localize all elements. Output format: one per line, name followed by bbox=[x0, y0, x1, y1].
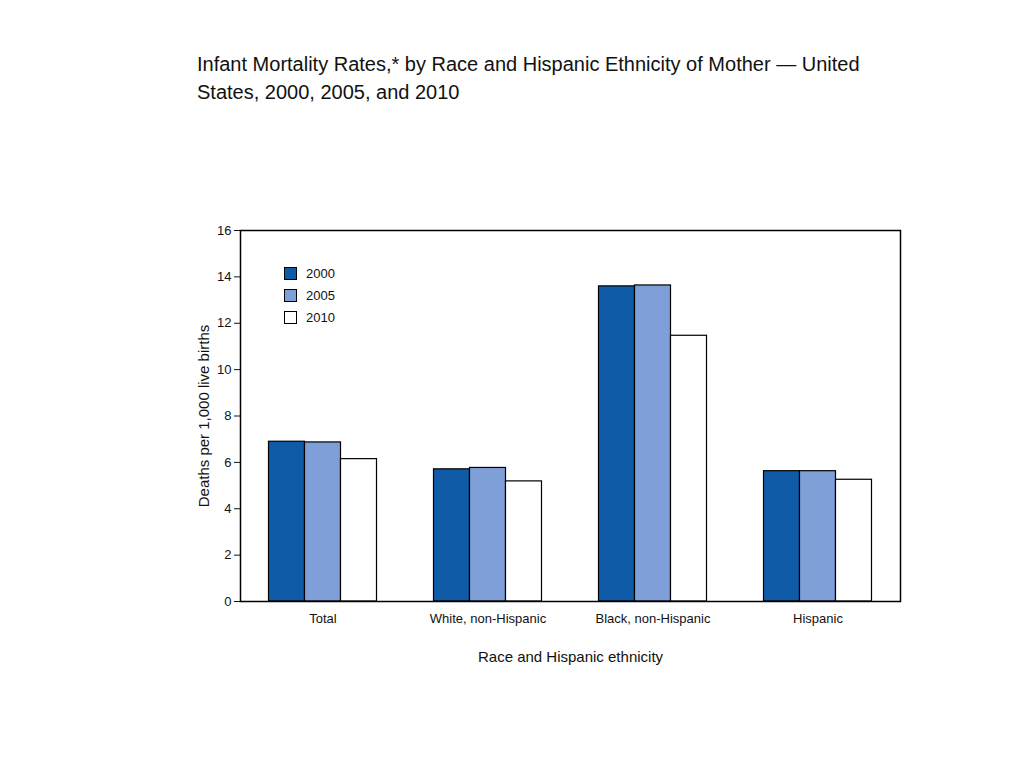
svg-text:Hispanic: Hispanic bbox=[793, 611, 843, 626]
svg-text:16: 16 bbox=[217, 223, 231, 238]
svg-text:12: 12 bbox=[217, 315, 231, 330]
svg-text:Total: Total bbox=[309, 611, 337, 626]
svg-text:8: 8 bbox=[224, 408, 231, 423]
html-text:Infant Mortality Rates,* by Ra: Infant Mortality Rates,* by Race and His… bbox=[197, 53, 860, 103]
svg-text:Race and Hispanic ethnicity: Race and Hispanic ethnicity bbox=[478, 648, 664, 665]
svg-text:Black, non-Hispanic: Black, non-Hispanic bbox=[596, 611, 711, 626]
html-text:2005: 2005 bbox=[306, 287, 335, 303]
svg-text:2: 2 bbox=[224, 547, 231, 562]
svg-text:14: 14 bbox=[217, 269, 231, 284]
svg-text:10: 10 bbox=[217, 362, 231, 377]
html-text:2010: 2010 bbox=[306, 309, 335, 325]
svg-text:White, non-Hispanic: White, non-Hispanic bbox=[430, 611, 547, 626]
svg-text:4: 4 bbox=[224, 501, 231, 516]
html-text:2000: 2000 bbox=[306, 265, 335, 281]
svg-text:6: 6 bbox=[224, 455, 231, 470]
svg-text:Deaths per 1,000 live births: Deaths per 1,000 live births bbox=[195, 325, 212, 508]
svg-text:0: 0 bbox=[224, 594, 231, 609]
